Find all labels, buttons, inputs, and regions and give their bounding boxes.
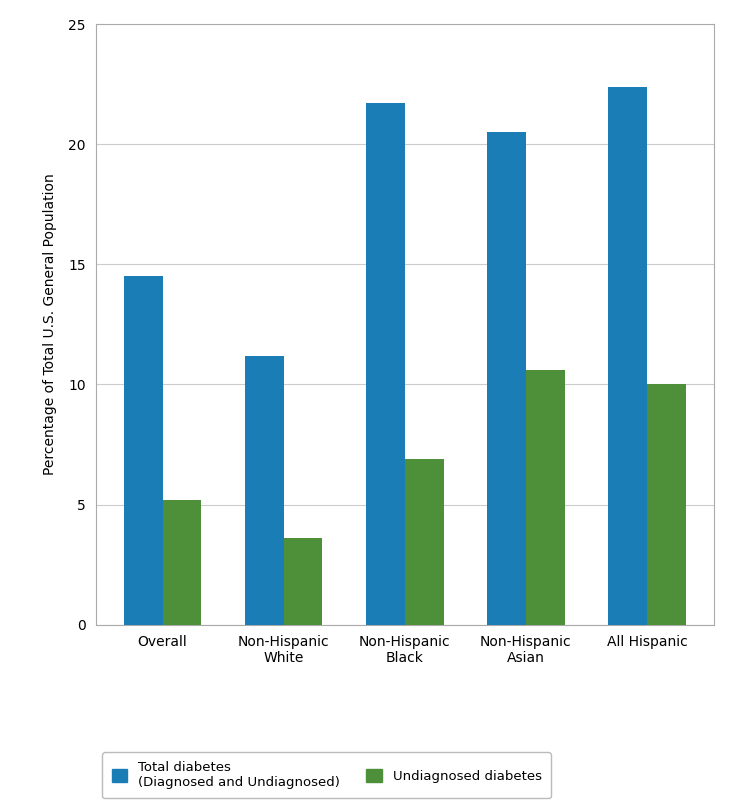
Bar [647, 384, 686, 625]
Legend: Total diabetes
(Diagnosed and Undiagnosed), Undiagnosed diabetes: Total diabetes (Diagnosed and Undiagnose… [102, 752, 551, 799]
Bar [526, 370, 565, 625]
Bar [366, 103, 405, 625]
Bar [405, 459, 444, 625]
Bar [487, 132, 526, 625]
Bar [163, 500, 202, 625]
Bar [283, 538, 322, 625]
Bar [124, 276, 163, 625]
Y-axis label: Percentage of Total U.S. General Population: Percentage of Total U.S. General Populat… [43, 174, 57, 475]
Bar [245, 356, 283, 625]
Bar [608, 87, 647, 625]
